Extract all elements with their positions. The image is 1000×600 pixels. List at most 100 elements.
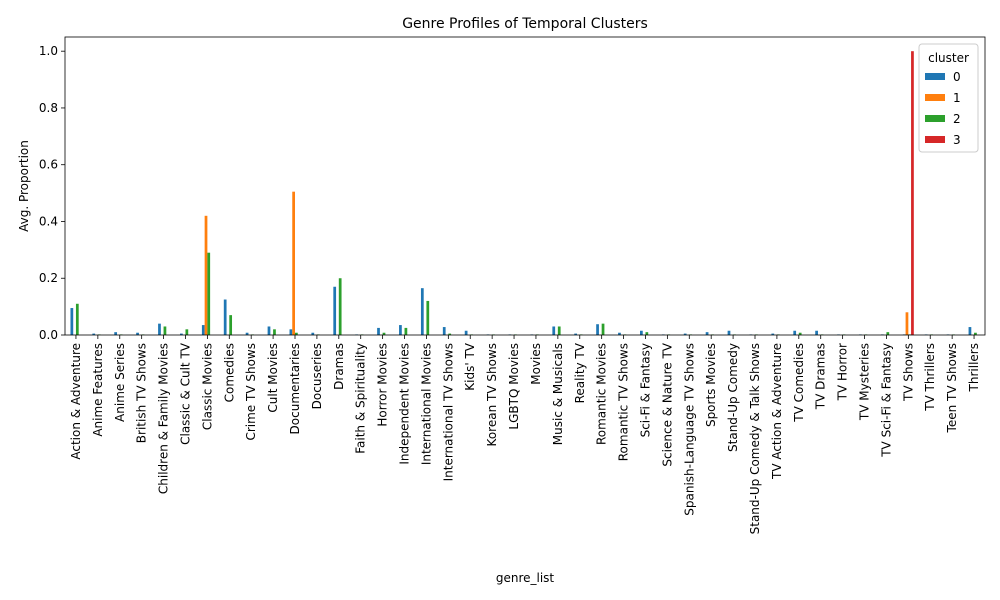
x-tick-label: Anime Series	[113, 343, 127, 422]
bar-cluster-2	[448, 333, 452, 335]
bar-cluster-2	[798, 332, 802, 335]
x-tick-label: British TV Shows	[135, 343, 149, 443]
bar-cluster-0	[705, 332, 709, 335]
x-tick-label: Children & Family Movies	[157, 343, 171, 494]
bar-cluster-0	[968, 327, 972, 335]
bar-cluster-2	[273, 329, 276, 335]
bar-cluster-0	[92, 333, 96, 335]
y-axis-label: Avg. Proportion	[17, 140, 31, 232]
x-tick-label: TV Mysteries	[858, 343, 872, 421]
x-tick-label: Music & Musicals	[551, 343, 565, 445]
y-tick-label: 0.2	[39, 271, 58, 285]
bar-cluster-0	[574, 333, 578, 335]
x-tick-label: Movies	[529, 343, 543, 385]
bar-cluster-2	[426, 300, 430, 335]
bar-cluster-0	[464, 330, 468, 335]
bar-cluster-2	[557, 326, 561, 335]
bar-cluster-1	[905, 312, 909, 335]
plot-frame	[64, 36, 986, 336]
x-tick-label: Cult Movies	[266, 343, 280, 413]
bar-cluster-1	[204, 215, 208, 335]
y-tick-label: 1.0	[39, 44, 58, 58]
x-tick-label: TV Horror	[836, 343, 850, 401]
bar-cluster-2	[338, 278, 342, 335]
legend-entry: 1	[953, 91, 961, 105]
legend-entry: 0	[953, 70, 961, 84]
x-tick-label: TV Thrillers	[923, 343, 937, 412]
x-tick-label: Comedies	[222, 343, 236, 402]
bar-cluster-3	[911, 51, 914, 335]
legend: cluster 0 1 2 3	[918, 43, 979, 153]
x-tick-label: Romantic Movies	[595, 343, 609, 445]
x-tick-label: TV Action & Adventure	[770, 343, 784, 480]
x-tick-label: Reality TV	[573, 342, 587, 403]
bar-cluster-0	[727, 330, 731, 335]
x-tick-label: Docuseries	[310, 343, 324, 409]
bar-cluster-2	[382, 332, 386, 335]
x-tick-label: International TV Shows	[441, 343, 455, 481]
bar-cluster-0	[136, 332, 139, 335]
bar-cluster-2	[185, 329, 189, 335]
bar-cluster-2	[404, 327, 408, 335]
x-axis: Action & Adventure Anime Features Anime Se…	[69, 335, 981, 534]
bar-cluster-0	[70, 308, 74, 335]
x-tick-label: Action & Adventure	[69, 343, 83, 460]
y-tick-label: 0.0	[39, 328, 58, 342]
x-tick-label: Stand-Up Comedy & Talk Shows	[748, 343, 762, 534]
legend-swatch	[925, 115, 945, 122]
bar-cluster-0	[289, 329, 293, 335]
x-tick-label: Documentaries	[288, 343, 302, 434]
x-tick-label: TV Sci-Fi & Fantasy	[879, 343, 893, 458]
x-tick-label: Spanish-Language TV Shows	[682, 343, 696, 516]
x-tick-label: International Movies	[419, 343, 433, 465]
bar-cluster-2	[886, 332, 890, 335]
chart-title: Genre Profiles of Temporal Clusters	[402, 16, 648, 32]
x-tick-label: Teen TV Shows	[945, 343, 959, 433]
x-axis-label: genre_list	[496, 571, 555, 585]
x-tick-label: Faith & Spirituality	[354, 343, 368, 454]
x-tick-label: TV Comedies	[792, 343, 806, 423]
legend-entry: 2	[953, 112, 961, 126]
bar-cluster-0	[420, 288, 424, 335]
x-tick-label: Sports Movies	[704, 343, 718, 427]
bar-cluster-0	[552, 326, 556, 335]
x-tick-label: TV Dramas	[814, 343, 828, 410]
x-tick-label: Korean TV Shows	[485, 343, 499, 446]
x-tick-label: LGBTQ Movies	[507, 343, 521, 430]
bar-cluster-2	[974, 332, 977, 335]
bar-cluster-2	[207, 252, 211, 335]
bar-cluster-0	[683, 333, 687, 335]
bar-cluster-0	[442, 327, 446, 335]
bar-cluster-0	[596, 324, 599, 335]
x-tick-label: Classic Movies	[200, 343, 214, 430]
bar-cluster-0	[793, 330, 797, 335]
bars	[70, 51, 977, 335]
y-axis: 0.0 0.2 0.4 0.6 0.8 1.0	[39, 44, 65, 342]
bar-cluster-0	[180, 333, 183, 335]
legend-swatch	[925, 94, 945, 101]
bar-cluster-0	[245, 332, 249, 335]
bar-cluster-2	[163, 326, 167, 335]
bar-cluster-0	[201, 325, 205, 335]
bar-cluster-2	[229, 315, 233, 335]
bar-cluster-2	[295, 332, 298, 335]
x-tick-label: Classic & Cult TV	[178, 342, 192, 445]
bar-cluster-0	[223, 299, 227, 335]
bar-cluster-0	[158, 323, 161, 335]
x-tick-label: Thrillers	[967, 343, 981, 392]
x-tick-label: Horror Movies	[376, 343, 390, 427]
bar-cluster-0	[333, 286, 337, 335]
bar-cluster-0	[114, 332, 118, 335]
bar-cluster-0	[311, 332, 315, 335]
x-tick-label: Independent Movies	[398, 343, 412, 465]
x-tick-label: TV Shows	[901, 343, 915, 402]
legend-box	[918, 43, 979, 153]
bar-cluster-0	[399, 325, 402, 335]
x-tick-label: Dramas	[332, 343, 346, 390]
x-tick-label: Crime TV Shows	[244, 343, 258, 441]
bar-cluster-0	[377, 327, 380, 335]
bar-cluster-0	[267, 326, 271, 335]
x-tick-label: Kids' TV	[463, 342, 477, 391]
x-tick-label: Romantic TV Shows	[617, 343, 631, 461]
